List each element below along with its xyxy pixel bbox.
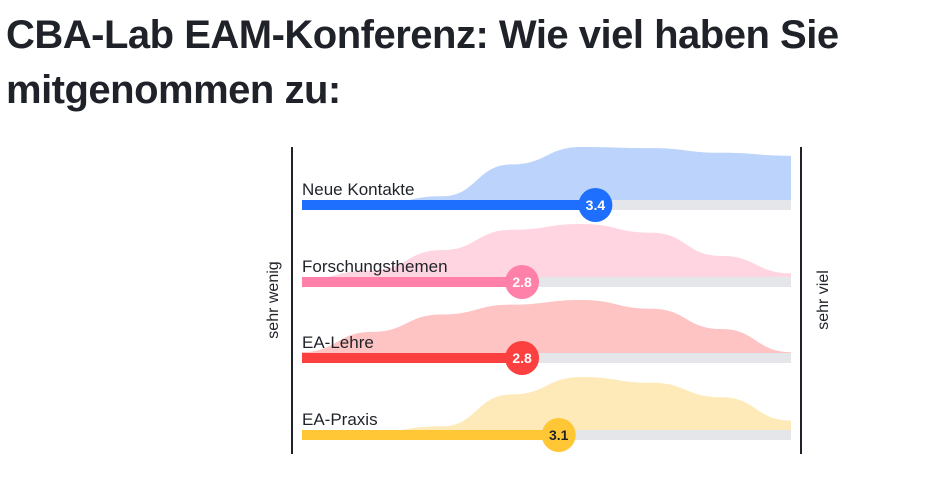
distribution-area [302,300,791,358]
row-label: Forschungsthemen [302,257,448,276]
row-label: Neue Kontakte [302,180,414,199]
page-title: CBA-Lab EAM-Konferenz: Wie viel haben Si… [6,13,839,112]
value-label: 3.1 [549,427,569,443]
row-label: EA-Lehre [302,333,374,352]
value-bar [302,353,523,363]
distribution-area [302,147,791,205]
distribution-area [302,377,791,435]
row-label: EA-Praxis [302,410,378,429]
scale-track [302,353,791,363]
value-marker [505,341,540,375]
left-scale-label: sehr wenig [265,261,282,338]
right-scale-label: sehr viel [815,270,832,330]
value-marker [505,265,540,299]
value-label: 3.4 [586,197,606,213]
value-bar [302,277,523,287]
value-marker [578,188,613,222]
value-bar [302,430,559,440]
value-marker [541,418,576,452]
value-label: 2.8 [512,350,532,366]
value-bar [302,200,596,210]
scale-track [302,277,791,287]
distribution-area [302,224,791,282]
value-label: 2.8 [512,274,532,290]
